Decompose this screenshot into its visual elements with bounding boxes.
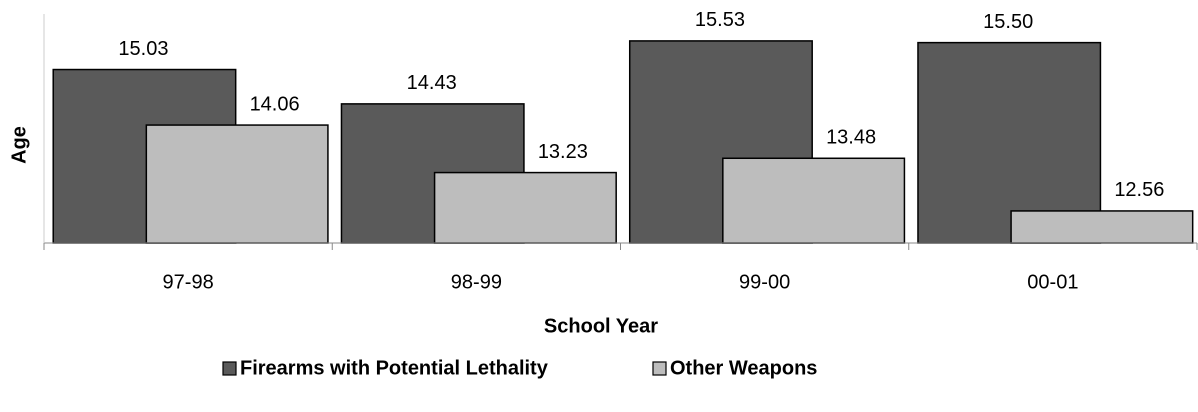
x-axis-label: School Year [544, 315, 658, 337]
data-label: 15.50 [983, 11, 1033, 33]
legend-swatch [222, 361, 237, 376]
y-axis-label: Age [8, 126, 30, 164]
data-label: 15.03 [118, 38, 168, 60]
bar [917, 41, 1102, 244]
x-tick-label: 00-01 [1027, 271, 1078, 293]
x-tick-label: 97-98 [163, 271, 214, 293]
x-tick-label: 99-00 [739, 271, 790, 293]
legend-label: Firearms with Potential Lethality [240, 357, 549, 379]
bar [1010, 210, 1194, 244]
bar [145, 124, 329, 244]
legend-label: Other Weapons [670, 357, 817, 379]
bar [433, 171, 617, 244]
x-tick-label: 98-99 [451, 271, 502, 293]
data-label: 12.56 [1114, 179, 1164, 201]
data-label: 14.06 [250, 93, 300, 115]
data-label: 13.48 [826, 127, 876, 149]
data-label: 14.43 [407, 72, 457, 94]
legend-swatch [652, 361, 667, 376]
data-label: 15.53 [695, 9, 745, 31]
bar [722, 157, 906, 244]
data-label: 13.23 [538, 141, 588, 163]
